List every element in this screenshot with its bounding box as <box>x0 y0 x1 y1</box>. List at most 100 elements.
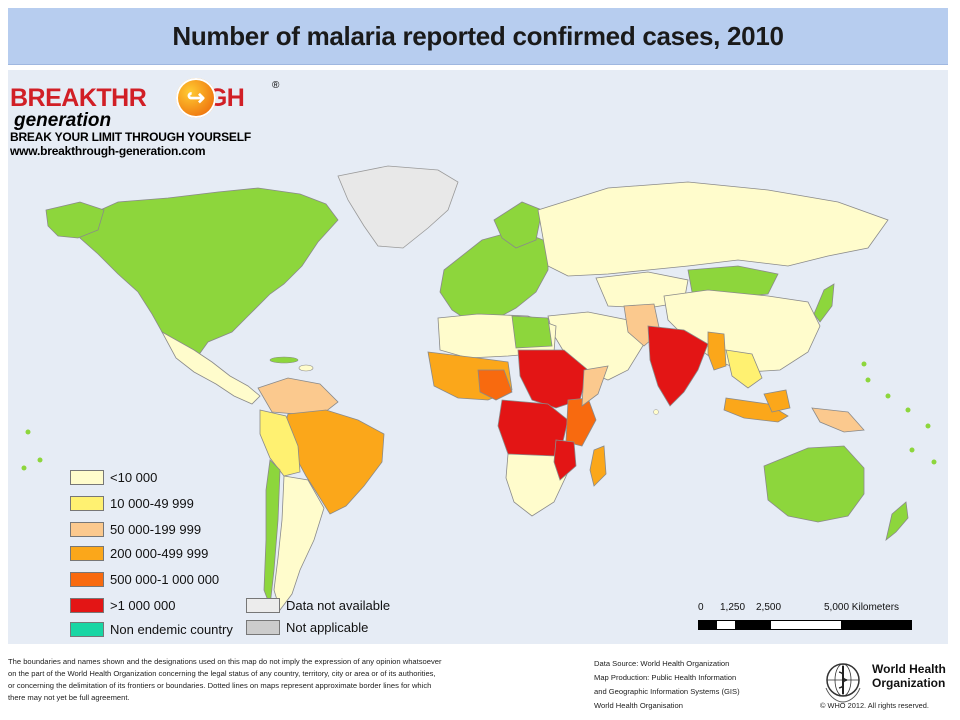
legend-label: <10 000 <box>110 470 158 485</box>
legend-label: 200 000-499 999 <box>110 546 209 561</box>
disclaimer-line: there may not yet be full agreement. <box>8 693 130 702</box>
logo-url: www.breakthrough-generation.com <box>10 144 206 158</box>
source-line: World Health Organisation <box>594 701 683 710</box>
legend-item: Not applicable <box>246 620 368 635</box>
region-japan <box>813 283 835 323</box>
legend-swatch <box>70 598 104 613</box>
island-dot <box>925 423 931 429</box>
scale-label: 0 <box>698 602 704 613</box>
region-hispaniola <box>298 364 314 372</box>
region-middle-east <box>547 311 645 381</box>
who-emblem-icon <box>825 663 861 703</box>
legend-item: Data not available <box>246 598 390 613</box>
breakthrough-generation-logo: BREAKTHR UGH ↪ ® generation BREAK YOUR LI… <box>10 78 310 158</box>
logo-registered-mark: ® <box>272 80 280 91</box>
region-scandinavia <box>493 201 543 249</box>
scale-label: 5,000 Kilometers <box>824 602 900 613</box>
legend-label: >1 000 000 <box>110 598 176 613</box>
who-name: World Health Organization <box>872 662 946 690</box>
source-line: Map Production: Public Health Informatio… <box>594 673 737 682</box>
legend-item: 200 000-499 999 <box>70 546 208 561</box>
scale-bar-graphic <box>698 620 912 630</box>
disclaimer-line: on the part of the World Health Organiza… <box>8 669 436 678</box>
legend-label: 50 000-199 999 <box>110 522 202 537</box>
scale-label: 2,500 <box>756 602 782 613</box>
legend-label: 500 000-1 000 000 <box>110 572 220 587</box>
who-name-line: Organization <box>872 676 946 690</box>
logo-tagline: BREAK YOUR LIMIT THROUGH YOURSELF <box>10 130 251 144</box>
legend-item: 500 000-1 000 000 <box>70 572 219 587</box>
island-dot <box>37 457 43 463</box>
island-dot <box>885 393 891 399</box>
world-map <box>8 70 948 644</box>
island-dot <box>653 409 659 415</box>
region-russia <box>537 181 889 277</box>
legend-label: Not applicable <box>286 620 369 635</box>
legend-label: 10 000-49 999 <box>110 496 194 511</box>
island-dot <box>909 447 915 453</box>
scale-bar: 0 1,250 2,500 5,000 Kilometers <box>698 602 928 636</box>
map-canvas <box>21 165 937 611</box>
disclaimer-text: The boundaries and names shown and the d… <box>8 656 548 704</box>
scale-label: 1,250 <box>720 602 746 613</box>
legend: <10 000 10 000-49 999 50 000-199 999 200… <box>70 470 410 650</box>
region-borneo <box>763 389 791 413</box>
legend-item: 50 000-199 999 <box>70 522 201 537</box>
region-greenland <box>337 165 459 249</box>
logo-wordmark-part1: BREAKTHR <box>10 84 147 112</box>
map-title: Number of malaria reported confirmed cas… <box>172 20 784 51</box>
source-line: and Geographic Information Systems (GIS) <box>594 687 740 696</box>
legend-label: Non endemic country <box>110 622 233 637</box>
region-nigeria <box>477 369 513 401</box>
region-east-africa <box>565 397 597 447</box>
region-southeast-asia <box>725 349 763 389</box>
logo-arrow-icon: ↪ <box>176 78 216 118</box>
region-indonesia <box>723 397 789 423</box>
region-mexico-central-america <box>160 330 261 405</box>
legend-swatch <box>70 470 104 485</box>
legend-swatch <box>70 496 104 511</box>
region-australia <box>763 445 865 523</box>
logo-generation: generation <box>14 110 112 131</box>
region-north-america <box>77 187 339 357</box>
region-colombia-venezuela <box>257 377 339 417</box>
island-dot <box>865 377 871 383</box>
island-dot <box>861 361 867 367</box>
island-dot <box>905 407 911 413</box>
region-india <box>647 325 709 407</box>
legend-swatch <box>246 620 280 635</box>
region-southern-cone <box>273 475 325 611</box>
legend-swatch <box>70 546 104 561</box>
island-dot <box>931 459 937 465</box>
island-dot <box>21 465 27 471</box>
legend-item: <10 000 <box>70 470 157 485</box>
region-alaska <box>45 201 105 239</box>
region-myanmar <box>707 331 727 371</box>
legend-item: 10 000-49 999 <box>70 496 194 511</box>
disclaimer-line: or concerning the delimitation of its fr… <box>8 681 432 690</box>
region-madagascar <box>589 445 607 487</box>
legend-swatch <box>70 522 104 537</box>
region-mozambique <box>553 439 577 481</box>
disclaimer-line: The boundaries and names shown and the d… <box>8 657 442 666</box>
region-new-zealand <box>885 501 909 542</box>
legend-swatch <box>70 572 104 587</box>
region-papua <box>811 407 865 433</box>
title-bar: Number of malaria reported confirmed cas… <box>8 8 948 65</box>
legend-item: >1 000 000 <box>70 598 175 613</box>
region-europe <box>439 229 549 323</box>
who-logo: World Health Organization © WHO 2012. Al… <box>816 656 956 716</box>
legend-swatch <box>246 598 280 613</box>
data-source-text: Data Source: World Health Organization M… <box>594 657 794 713</box>
region-libya-egypt <box>511 315 553 349</box>
legend-item: Non endemic country <box>70 622 233 637</box>
legend-label: Data not available <box>286 598 391 613</box>
region-peru-bolivia <box>259 409 301 477</box>
island-dot <box>25 429 31 435</box>
legend-swatch <box>70 622 104 637</box>
who-name-line: World Health <box>872 662 946 676</box>
region-somalia <box>581 365 609 407</box>
region-cuba <box>269 356 299 364</box>
copyright-text: © WHO 2012. All rights reserved. <box>820 701 929 710</box>
source-line: Data Source: World Health Organization <box>594 659 730 668</box>
